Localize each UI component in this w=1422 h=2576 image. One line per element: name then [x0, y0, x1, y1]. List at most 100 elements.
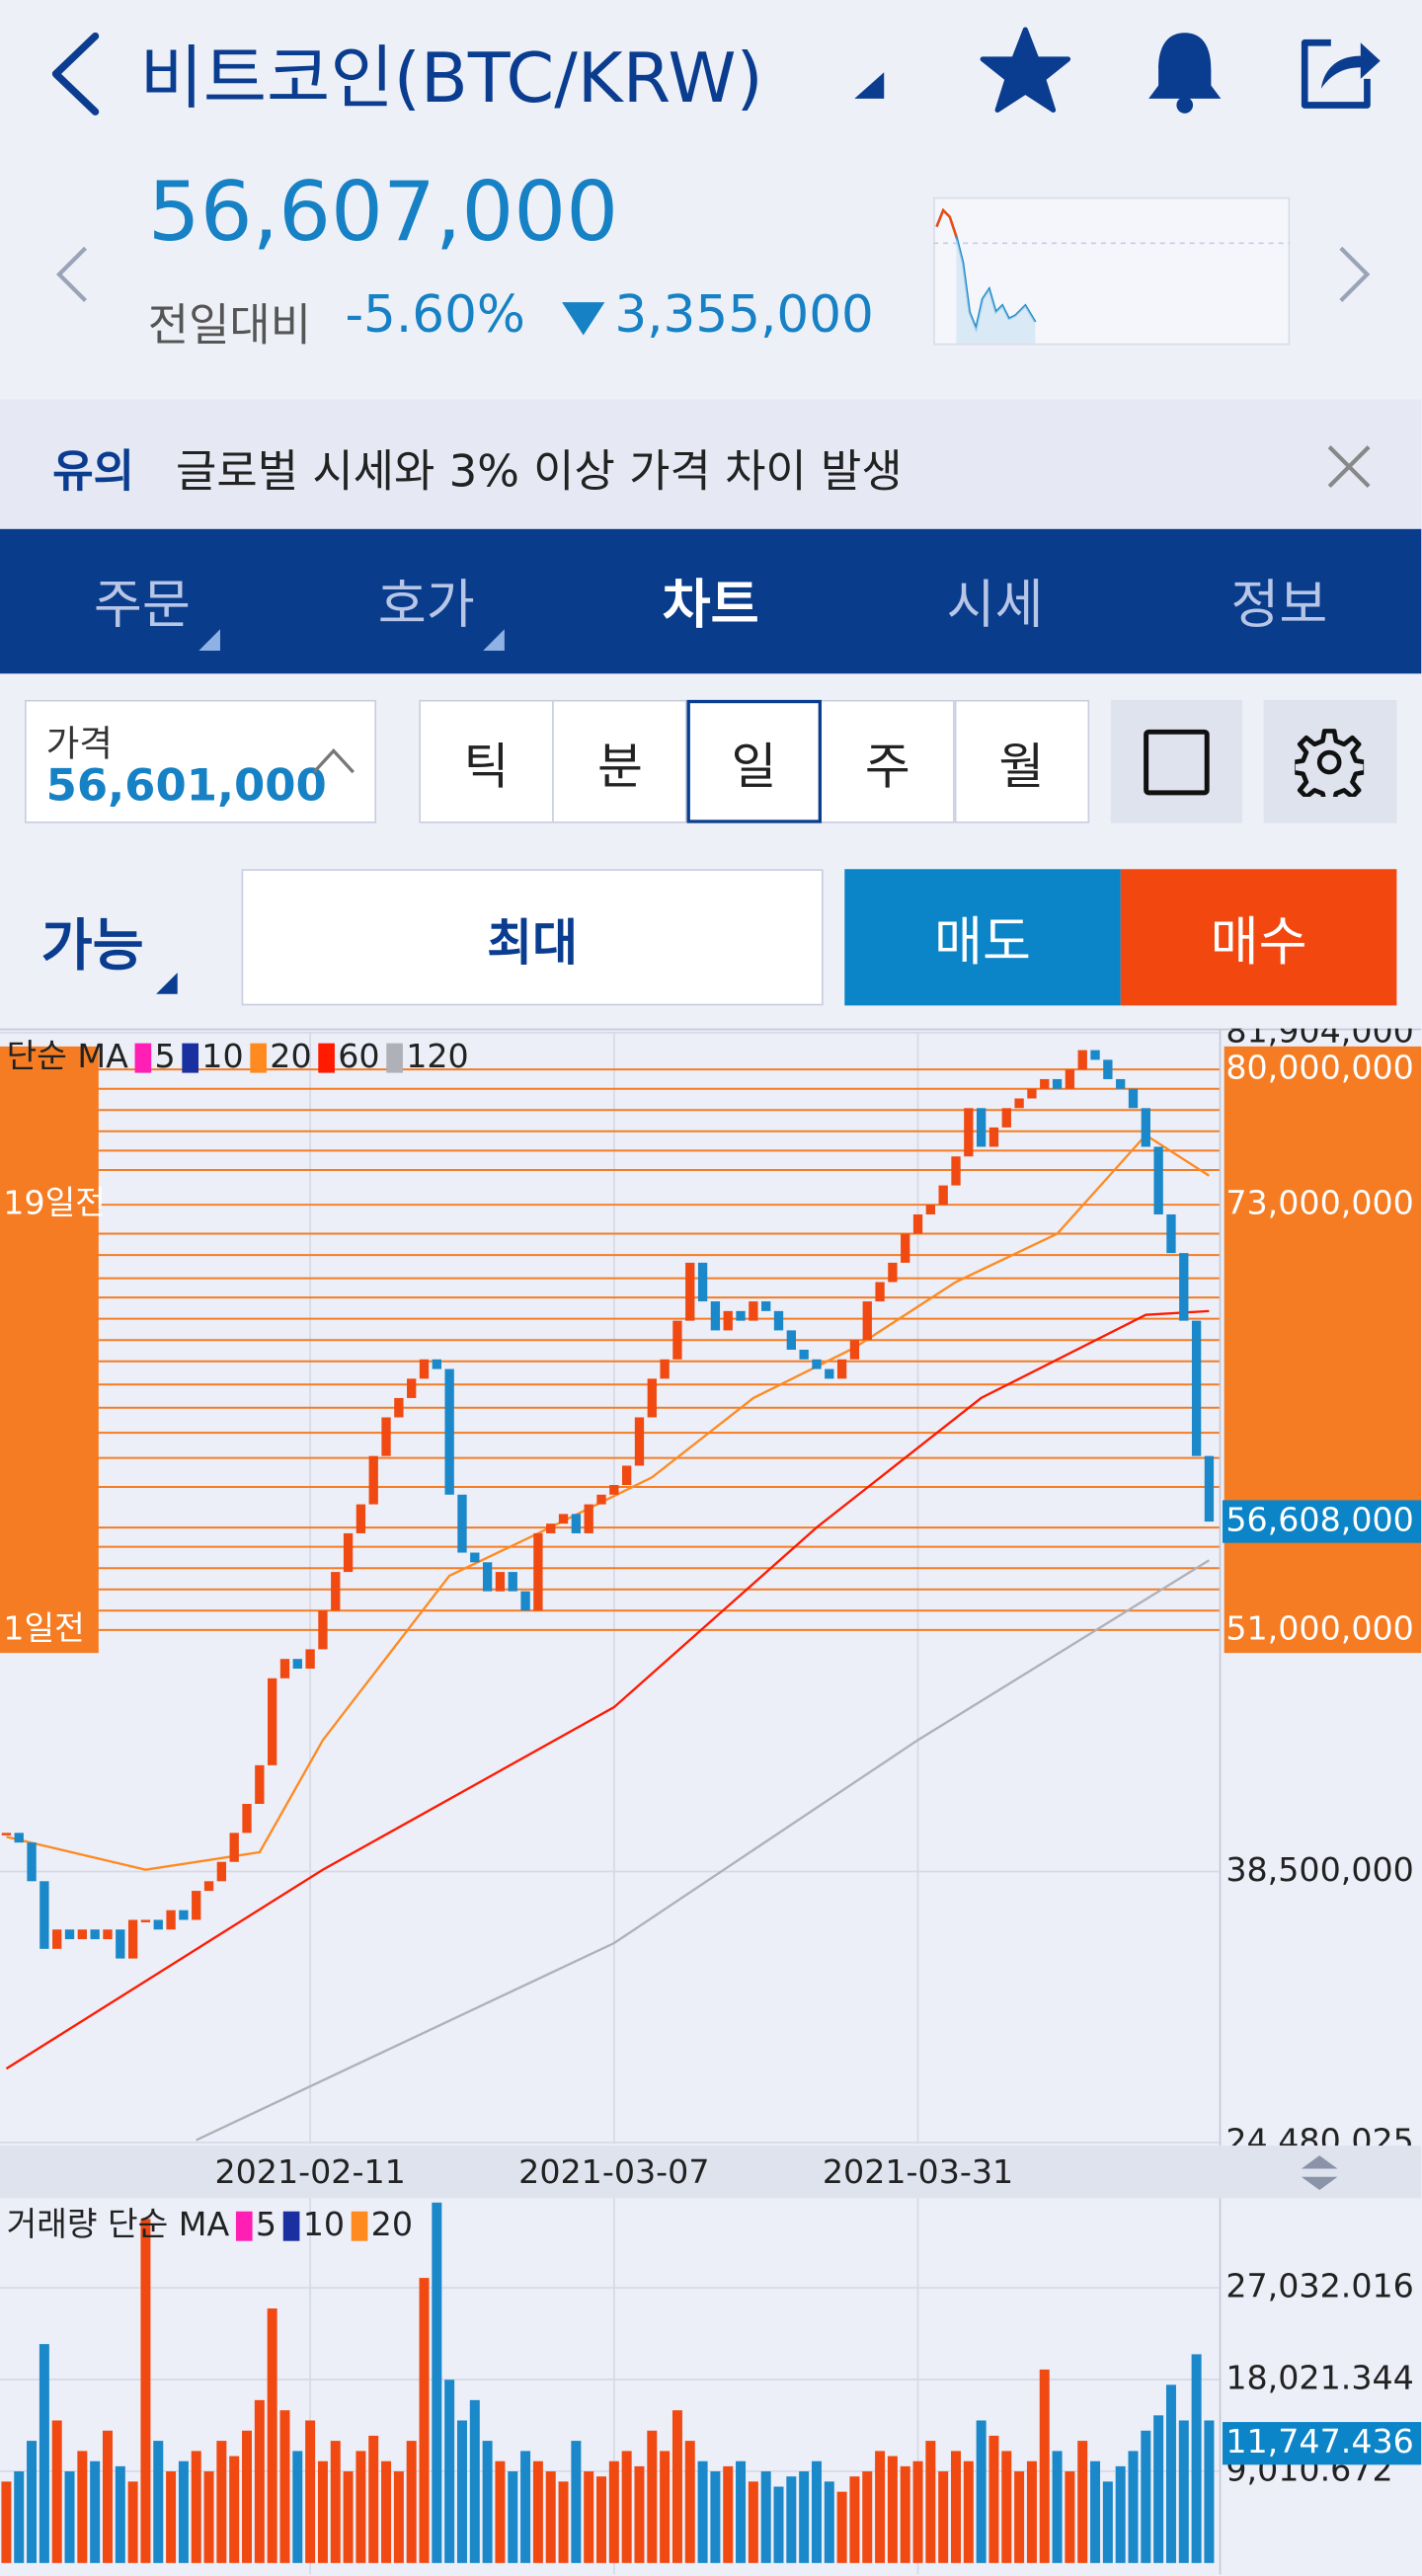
tab[interactable]: 호가: [377, 573, 475, 636]
candle-body: [596, 1494, 606, 1505]
notice-close[interactable]: [1324, 442, 1374, 492]
qty-dropdown[interactable]: [154, 971, 181, 997]
volume-bar: [723, 2465, 734, 2563]
tab[interactable]: 정보: [1230, 573, 1328, 636]
volume-bar: [900, 2465, 910, 2563]
volume-bar: [508, 2471, 518, 2563]
candle-body: [242, 1804, 252, 1834]
candle-body: [77, 1929, 87, 1940]
volume-bar: [456, 2420, 467, 2563]
prev-arrow[interactable]: [52, 243, 92, 305]
legend-swatch: [182, 1043, 198, 1073]
legend-swatch: [250, 1043, 267, 1073]
candle-body: [127, 1919, 138, 1959]
candle-body: [1116, 1078, 1126, 1089]
ma-line: [6, 1133, 1211, 1871]
period-button[interactable]: 주: [820, 699, 956, 823]
page-title[interactable]: 비트코인(BTC/KRW): [139, 38, 763, 118]
legend-label: 20: [270, 1037, 311, 1075]
candle-body: [419, 1359, 430, 1379]
period-button[interactable]: 월: [954, 699, 1089, 823]
legend-label: 10: [201, 1037, 243, 1075]
candle-body: [1153, 1146, 1163, 1214]
volume-bar: [330, 2441, 341, 2563]
candle-body: [482, 1562, 493, 1592]
candle-body: [368, 1455, 378, 1505]
candle-body: [571, 1514, 582, 1533]
volume-bar: [14, 2471, 25, 2563]
volume-bar: [140, 2219, 151, 2563]
volume-bar: [64, 2471, 75, 2563]
candle-body: [976, 1108, 987, 1147]
volume-bar: [1115, 2465, 1126, 2563]
volume-bar: [39, 2344, 49, 2563]
legend-label: 10: [303, 2205, 345, 2243]
volume-bar: [90, 2460, 101, 2563]
volume-bar: [1039, 2369, 1050, 2563]
settings-button[interactable]: [1263, 699, 1397, 823]
volume-bar: [849, 2476, 860, 2563]
volume-bar: [115, 2465, 125, 2563]
volume-bar: [799, 2471, 810, 2563]
next-arrow[interactable]: [1334, 243, 1374, 305]
ma-line: [5, 1309, 1210, 2070]
max-button[interactable]: 최대: [241, 869, 824, 1006]
tab[interactable]: 차트: [662, 573, 759, 636]
volume-bar: [1026, 2460, 1037, 2563]
candle-body: [862, 1301, 872, 1341]
volume-bar: [343, 2471, 354, 2563]
resize-up[interactable]: [1301, 2155, 1338, 2169]
buy-button[interactable]: 매수: [1120, 869, 1397, 1006]
y-tick-label: 38,500,000: [1225, 1850, 1413, 1889]
back-button[interactable]: [42, 30, 109, 118]
legend-label: 5: [256, 2205, 276, 2243]
price-up-arrow[interactable]: [309, 744, 358, 777]
legend-label: 60: [338, 1037, 379, 1075]
qty-label[interactable]: 가능: [40, 913, 144, 979]
layout-button[interactable]: [1110, 699, 1242, 823]
volume-bar: [608, 2460, 619, 2563]
volume-bar: [153, 2441, 164, 2563]
sell-button[interactable]: 매도: [844, 869, 1121, 1006]
candle-body: [166, 1910, 176, 1930]
volume-bar: [279, 2410, 290, 2563]
volume-bar: [1, 2481, 12, 2563]
candle-body: [116, 1929, 125, 1959]
mini-chart: [933, 196, 1291, 346]
y-tick-label: 51,000,000: [1225, 1608, 1413, 1647]
notice-tag: 유의: [52, 446, 134, 499]
candle-body: [621, 1465, 632, 1486]
candle-body: [1166, 1213, 1176, 1254]
favorite-icon[interactable]: [980, 27, 1071, 116]
volume-bar: [242, 2430, 253, 2563]
share-icon[interactable]: [1295, 30, 1383, 116]
price-box[interactable]: 가격 56,601,000: [24, 699, 377, 823]
current-price-box: [1223, 1500, 1422, 1543]
level-axis-band: [1224, 1046, 1422, 1654]
volume-bar: [1141, 2430, 1151, 2563]
period-button[interactable]: 틱: [419, 699, 554, 823]
volume-bar: [1102, 2481, 1113, 2563]
alarm-icon[interactable]: [1141, 27, 1229, 116]
candle-body: [1, 1833, 12, 1835]
candle-body: [875, 1282, 885, 1302]
tab[interactable]: 시세: [946, 573, 1044, 636]
candle-body: [546, 1523, 556, 1533]
volume-bar: [292, 2451, 303, 2563]
volume-bar: [684, 2441, 695, 2563]
candle-body: [444, 1368, 454, 1495]
candle-body: [951, 1156, 961, 1186]
candle-body: [432, 1359, 441, 1369]
tab[interactable]: 주문: [93, 573, 191, 636]
candle-body: [279, 1659, 290, 1678]
period-button[interactable]: 일: [686, 699, 822, 823]
resize-down[interactable]: [1301, 2176, 1338, 2191]
volume-bar: [697, 2460, 708, 2563]
candle-body: [1065, 1069, 1075, 1089]
period-button[interactable]: 분: [552, 699, 688, 823]
candle-body: [988, 1127, 999, 1147]
title-dropdown[interactable]: [851, 69, 888, 102]
volume-bar: [660, 2451, 671, 2563]
candle-body: [1014, 1098, 1024, 1109]
